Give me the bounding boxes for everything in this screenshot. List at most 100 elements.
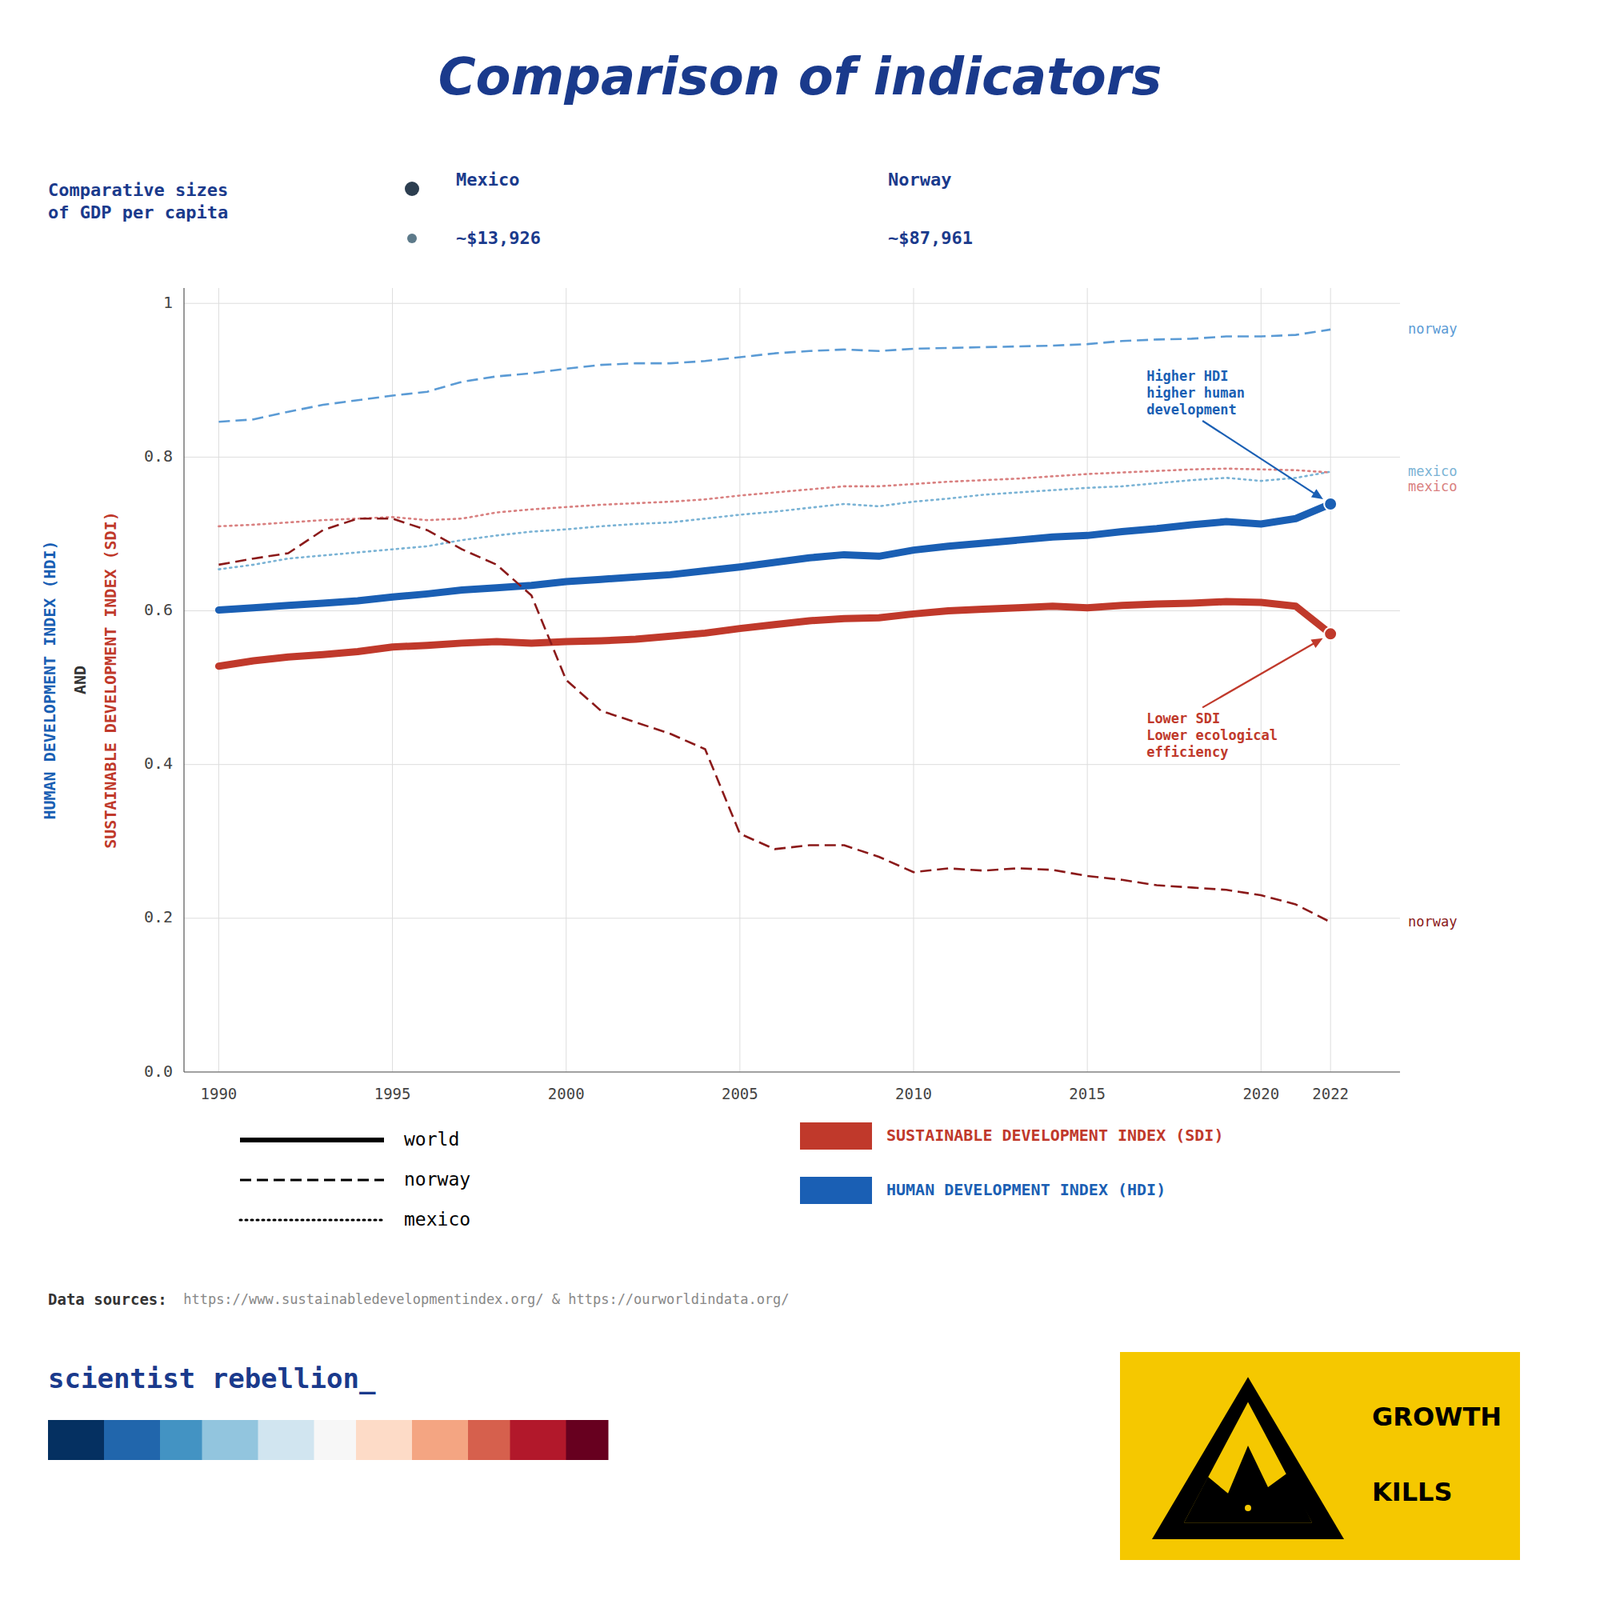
warming-stripe: [104, 1420, 119, 1460]
grid-line-y: [184, 764, 1400, 765]
end-label: mexico: [1408, 463, 1457, 480]
warming-stripe: [426, 1420, 441, 1460]
warming-stripe: [454, 1420, 469, 1460]
warming-stripe: [174, 1420, 189, 1460]
x-tick-label: 2020: [1242, 1084, 1280, 1103]
gdp-value: ~$87,961: [888, 228, 973, 248]
gdp-country: Mexico: [456, 169, 520, 190]
warning-triangle: [1152, 1376, 1344, 1540]
gdp-dot: [407, 233, 417, 244]
legend-swatch: [240, 1137, 384, 1143]
growth-kills-box: GROWTHKILLS: [1120, 1352, 1520, 1560]
legend-swatch: [800, 1122, 872, 1150]
legend-swatch: [240, 1219, 384, 1222]
warming-stripe: [356, 1420, 371, 1460]
data-sources-label: Data sources:: [48, 1290, 168, 1308]
warming-stripe: [398, 1420, 413, 1460]
grid-line-x: [913, 288, 915, 1072]
legend-swatch: [240, 1179, 384, 1182]
data-sources: Data sources: https://www.sustainabledev…: [48, 1290, 790, 1308]
annotation-arrowhead: [1311, 488, 1324, 500]
warming-stripe: [244, 1420, 259, 1460]
y-tick-label: 1: [163, 292, 173, 312]
data-sources-url: https://www.sustainabledevelopmentindex.…: [167, 1291, 790, 1308]
warming-stripe: [510, 1420, 525, 1460]
warming-stripe: [300, 1420, 315, 1460]
annotations: Higher HDIhigher humandevelopmentLower S…: [1146, 368, 1324, 760]
warming-stripe: [48, 1420, 63, 1460]
annotation-arrow: [1202, 420, 1318, 496]
warming-stripe: [160, 1420, 175, 1460]
y-axis-label-part: SUSTAINABLE DEVELOPMENT INDEX (SDI): [100, 511, 120, 848]
annotation-arrowhead: [1310, 638, 1323, 648]
warming-stripe: [272, 1420, 287, 1460]
grid-line-y: [184, 303, 1400, 304]
growth-kills-text: GROWTH: [1372, 1401, 1502, 1432]
x-tick-label: 2022: [1312, 1084, 1349, 1103]
legend-entry: mexico: [404, 1208, 471, 1230]
warming-stripe: [384, 1420, 399, 1460]
warming-stripe: [62, 1420, 77, 1460]
warming-stripe: [188, 1420, 203, 1460]
warming-stripe: [496, 1420, 511, 1460]
warming-stripe: [118, 1420, 133, 1460]
warming-stripe: [552, 1420, 567, 1460]
series-line: [218, 504, 1331, 611]
warming-stripe: [440, 1420, 455, 1460]
annotation-line: development: [1146, 401, 1237, 418]
gdp-value: ~$13,926: [456, 228, 541, 248]
gdp-info: Comparative sizesof GDP per capita Mexico…: [48, 169, 973, 248]
y-tick-label: 0.6: [144, 600, 173, 620]
gdp-label-line: Comparative sizes: [48, 180, 228, 200]
title: Comparison of indicators: [438, 47, 1163, 107]
warming-stripe: [76, 1420, 91, 1460]
end-point: [1324, 627, 1337, 640]
warming-stripe: [132, 1420, 147, 1460]
end-label: norway: [1408, 913, 1457, 930]
legend: worldnorwaymexicoSUSTAINABLE DEVELOPMENT…: [240, 1122, 1224, 1230]
y-axis-label-part: AND: [70, 665, 90, 695]
end-label: norway: [1408, 320, 1457, 337]
warming-stripe: [580, 1420, 595, 1460]
y-tick-label: 0.8: [144, 446, 173, 466]
legend-entry: world: [404, 1128, 460, 1150]
annotation-line: efficiency: [1146, 744, 1228, 760]
grid: [184, 288, 1400, 1072]
y-tick-label: 0.4: [144, 753, 173, 773]
warming-stripe: [202, 1420, 217, 1460]
y-tick-label: 0.2: [144, 907, 173, 927]
annotation-line: Lower ecological: [1146, 727, 1278, 744]
grid-line-x: [739, 288, 740, 1072]
warming-stripe: [286, 1420, 301, 1460]
x-tick-label: 2010: [895, 1084, 932, 1103]
x-tick-label: 2005: [721, 1084, 759, 1103]
series-group: [218, 329, 1337, 923]
warning-triangle-inner: [1184, 1401, 1312, 1523]
series-line: [218, 601, 1331, 667]
annotation-arrow: [1202, 641, 1318, 708]
x-tick-label: 1995: [374, 1084, 412, 1103]
warming-stripe: [370, 1420, 385, 1460]
warming-stripe: [216, 1420, 231, 1460]
annotation-line: higher human: [1146, 384, 1245, 401]
warming-stripe: [328, 1420, 343, 1460]
annotation-line: Lower SDI: [1146, 710, 1220, 727]
gdp-label: Comparative sizesof GDP per capita: [48, 180, 228, 223]
y-tick-label: 0.0: [144, 1061, 173, 1081]
series-line: [218, 472, 1331, 570]
warming-stripe: [594, 1420, 609, 1460]
gdp-dot: [404, 181, 420, 196]
growth-kills-background: [1120, 1352, 1520, 1560]
warming-stripe: [566, 1420, 581, 1460]
warming-stripe: [258, 1420, 273, 1460]
brand-text: scientist rebellion_: [48, 1362, 376, 1395]
grid-line-y: [184, 1072, 1400, 1073]
warning-dot: [1244, 1504, 1252, 1512]
grid-line-x: [565, 288, 567, 1072]
y-axis-label: HUMAN DEVELOPMENT INDEX (HDI)ANDSUSTAINA…: [40, 511, 120, 848]
end-label: mexico: [1408, 478, 1457, 495]
gdp-label-line: of GDP per capita: [48, 202, 228, 223]
warning-mountain: [1184, 1445, 1312, 1523]
grid-line-y: [184, 456, 1400, 458]
series-line: [218, 518, 1331, 922]
